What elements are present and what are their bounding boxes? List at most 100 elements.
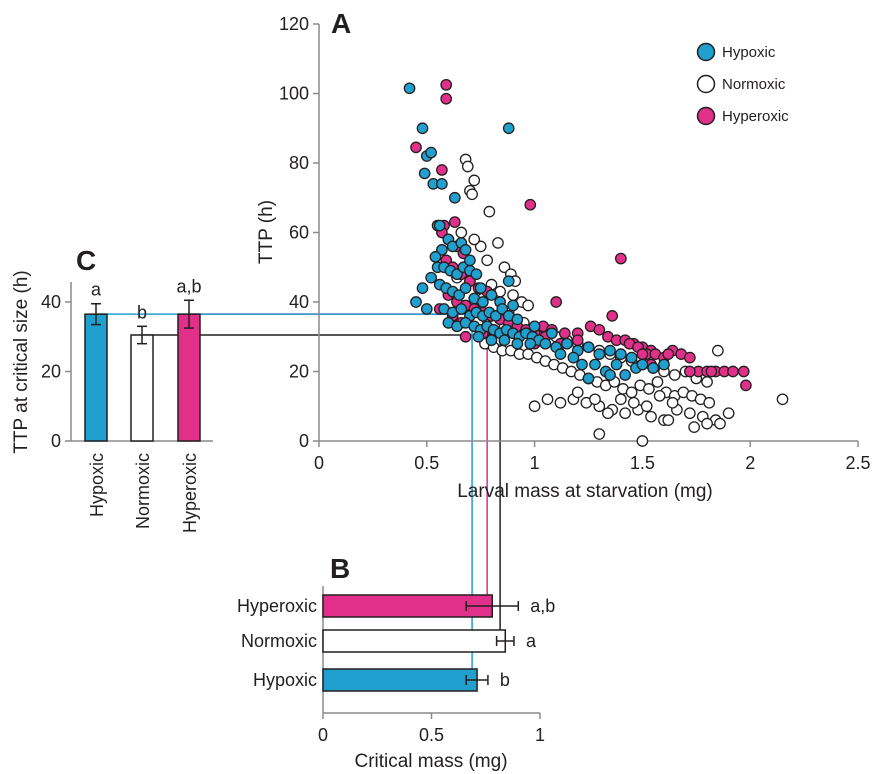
scatter-point — [662, 414, 675, 426]
scatter-y-tick-label: 100 — [279, 84, 309, 104]
bar-c-category-label: Hyperoxic — [180, 453, 200, 533]
scatter-point — [668, 369, 681, 381]
scatter-point — [468, 233, 481, 246]
scatter-point — [403, 82, 416, 95]
scatter-point — [511, 337, 524, 350]
scatter-point — [703, 396, 716, 409]
bar-b-x-tick-label: 1 — [535, 725, 545, 745]
scatter-y-tick-label: 120 — [279, 14, 309, 34]
scatter-y-tick-label: 80 — [289, 153, 309, 173]
bar-b-x-tick-label: 0 — [318, 725, 328, 745]
panel-c-letter: C — [76, 245, 96, 276]
scatter-series-hypoxic — [403, 82, 670, 385]
scatter-point — [651, 376, 664, 388]
scatter-point — [539, 337, 552, 350]
scatter-point — [688, 421, 700, 433]
scatter-point — [593, 323, 606, 336]
bar-panel-b: 0 0.5 1 Hyperoxic a,b Normoxic a Hypoxic b Crit… — [237, 586, 555, 772]
scatter-point — [436, 178, 448, 190]
scatter-point — [683, 407, 696, 420]
scatter-point — [472, 330, 485, 343]
scatter-point — [470, 268, 483, 281]
scatter-point — [619, 407, 632, 420]
scatter-point — [416, 122, 429, 135]
scatter-y-tick-label: 0 — [299, 431, 309, 451]
bar-panel-c: 0 20 40 a Hypoxic b Normoxic a,b Hyperoxic TTP … — [11, 270, 213, 533]
scatter-point — [604, 369, 616, 381]
scatter-point — [643, 383, 655, 395]
scatter-point — [589, 358, 601, 371]
scatter-point — [740, 379, 752, 392]
scatter-point — [420, 303, 433, 315]
scatter-point — [606, 310, 619, 322]
scatter-point — [485, 334, 498, 347]
scatter-point — [582, 341, 595, 354]
scatter-point — [614, 393, 627, 406]
scatter-point — [610, 358, 623, 371]
bar-b-category-label: Normoxic — [241, 631, 317, 651]
bar-c-bar-hyperoxic — [177, 313, 201, 442]
scatter-point — [645, 410, 657, 423]
scatter-point — [440, 78, 453, 91]
scatter-point — [466, 188, 478, 201]
scatter-point — [474, 282, 487, 294]
scatter-point — [658, 358, 670, 371]
scatter-point — [459, 330, 472, 343]
legend-marker-normoxic — [696, 74, 716, 94]
scatter-point — [636, 348, 649, 360]
scatter-point — [636, 358, 649, 371]
panel-a-letter: A — [331, 8, 351, 39]
bar-b-category-label: Hypoxic — [253, 670, 317, 690]
bar-c-y-tick-label: 20 — [41, 362, 61, 382]
bar-c-significance-label: a — [91, 280, 102, 300]
scatter-point — [541, 393, 554, 406]
scatter-point — [683, 351, 696, 364]
bar-c-category-label: Normoxic — [133, 453, 153, 529]
scatter-point — [440, 92, 453, 105]
bar-c-bar-normoxic — [130, 334, 154, 442]
legend-label: Hyperoxic — [722, 108, 789, 125]
scatter-point — [485, 289, 498, 301]
scatter-y-tick-label: 20 — [289, 362, 309, 382]
bar-c-y-tick-label: 40 — [41, 292, 61, 312]
scatter-x-tick-label: 2.5 — [845, 453, 870, 473]
bar-b-bars: Hyperoxic a,b Normoxic a Hypoxic b — [237, 594, 555, 692]
scatter-point — [416, 282, 429, 294]
scatter-point — [524, 337, 537, 350]
bar-b-x-axis-title: Critical mass (mg) — [354, 751, 507, 772]
bar-c-bar-hypoxic — [84, 313, 108, 442]
scatter-x-tick-label: 1.5 — [630, 453, 655, 473]
scatter-point — [614, 348, 627, 360]
scatter-point — [522, 299, 534, 312]
scatter-point — [604, 344, 616, 357]
bar-b-significance-label: b — [500, 670, 510, 690]
scatter-point — [776, 393, 789, 406]
scatter-y-axis-title: TTP (h) — [256, 200, 277, 264]
scatter-point — [455, 226, 468, 239]
scatter-point — [425, 271, 437, 284]
scatter-point — [468, 174, 481, 187]
scatter-x-axis-title: Larval mass at starvation (mg) — [457, 481, 713, 502]
scatter-point — [701, 417, 713, 430]
legend-marker-hyperoxic — [696, 106, 716, 126]
scatter-point — [461, 160, 474, 173]
scatter-point — [511, 313, 524, 326]
scatter-point — [502, 122, 515, 135]
scatter-point — [571, 334, 584, 347]
bar-b-bar-hypoxic — [322, 668, 478, 692]
legend-marker-hypoxic — [696, 42, 716, 62]
scatter-point — [507, 289, 519, 301]
scatter-point — [492, 237, 504, 249]
scatter-point — [714, 417, 726, 430]
scatter-point — [683, 365, 696, 378]
scatter-point — [410, 296, 422, 308]
scatter-point — [705, 365, 718, 378]
bar-c-significance-label: b — [137, 302, 147, 322]
bar-c-significance-label: a,b — [176, 276, 201, 296]
scatter-y-tick-label: 40 — [289, 292, 309, 312]
scatter-point — [459, 282, 472, 294]
scatter-point — [459, 244, 472, 256]
scatter-point — [455, 303, 468, 315]
scatter-point — [528, 320, 541, 333]
scatter-point — [589, 393, 601, 406]
